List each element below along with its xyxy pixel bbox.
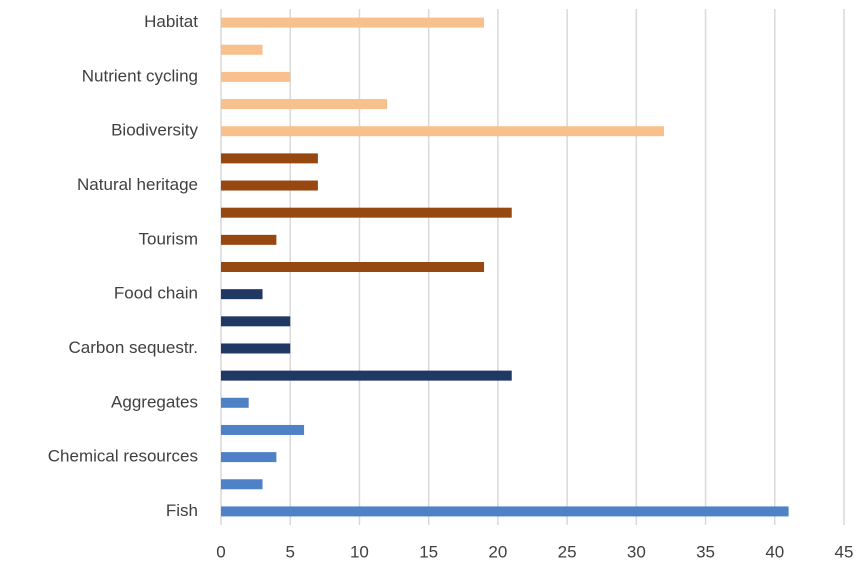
bar bbox=[221, 126, 665, 137]
x-tick-label: 40 bbox=[765, 542, 784, 561]
y-tick-label: Biodiversity bbox=[111, 121, 198, 140]
bar bbox=[221, 17, 485, 28]
x-tick-label: 30 bbox=[627, 542, 646, 561]
bar bbox=[221, 479, 263, 490]
bar bbox=[221, 44, 263, 55]
y-tick-label: Habitat bbox=[144, 12, 198, 31]
x-tick-label: 45 bbox=[835, 542, 854, 561]
bar bbox=[221, 99, 388, 110]
y-tick-label: Carbon sequestr. bbox=[69, 338, 198, 357]
bar bbox=[221, 397, 249, 408]
y-tick-label: Nutrient cycling bbox=[82, 66, 198, 85]
x-tick-label: 0 bbox=[216, 542, 225, 561]
bar bbox=[221, 180, 318, 191]
bar bbox=[221, 424, 305, 435]
y-tick-label: Aggregates bbox=[111, 392, 198, 411]
bar bbox=[221, 262, 485, 272]
x-tick-label: 15 bbox=[419, 542, 438, 561]
x-tick-label: 5 bbox=[285, 542, 294, 561]
y-tick-label: Fish bbox=[166, 501, 198, 520]
bar bbox=[221, 316, 291, 327]
x-tick-label: 10 bbox=[350, 542, 369, 561]
y-tick-label: Chemical resources bbox=[48, 447, 198, 466]
y-tick-label: Natural heritage bbox=[77, 175, 198, 194]
x-tick-label: 20 bbox=[488, 542, 507, 561]
bar bbox=[221, 343, 291, 354]
y-tick-label: Tourism bbox=[138, 229, 198, 248]
bar bbox=[221, 370, 512, 381]
y-tick-label: Food chain bbox=[114, 284, 198, 303]
bar bbox=[221, 153, 318, 164]
bar bbox=[221, 234, 277, 245]
x-tick-label: 25 bbox=[558, 542, 577, 561]
bar bbox=[221, 452, 277, 463]
bar bbox=[221, 71, 291, 82]
bar bbox=[221, 506, 789, 517]
bar bbox=[221, 289, 263, 300]
x-tick-label: 35 bbox=[696, 542, 715, 561]
bar bbox=[221, 207, 512, 218]
